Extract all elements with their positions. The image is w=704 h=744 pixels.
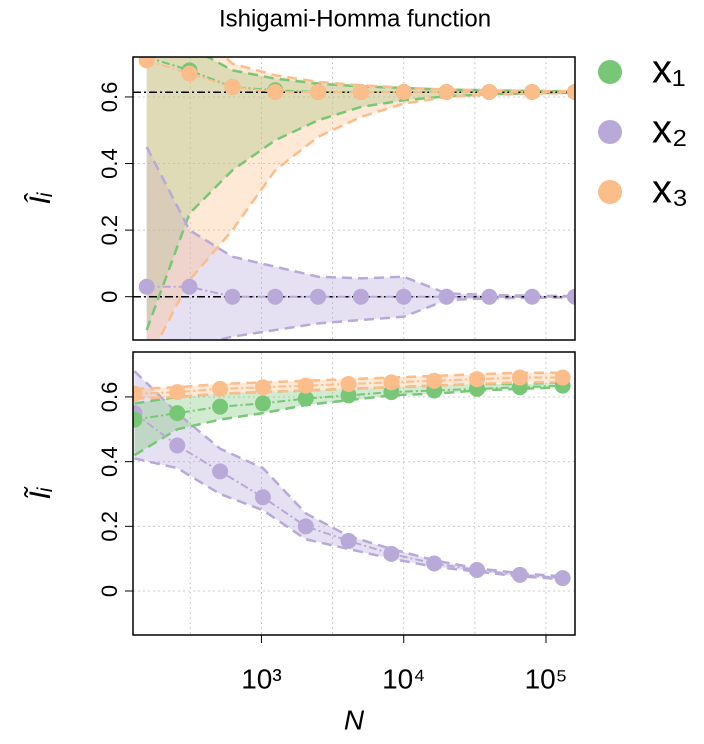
point bbox=[383, 374, 400, 391]
point bbox=[426, 555, 443, 572]
point bbox=[138, 57, 155, 69]
point bbox=[524, 288, 541, 305]
point bbox=[554, 369, 571, 386]
y-tick-label: 0.4 bbox=[97, 148, 122, 179]
confidence-band bbox=[146, 57, 575, 340]
point bbox=[511, 566, 528, 583]
point bbox=[212, 380, 229, 397]
point bbox=[352, 288, 369, 305]
legend-label: x₂ bbox=[652, 108, 688, 152]
point bbox=[254, 489, 271, 506]
point bbox=[133, 411, 143, 428]
point bbox=[511, 369, 528, 386]
point bbox=[426, 372, 443, 389]
point bbox=[138, 278, 155, 295]
point bbox=[224, 78, 241, 95]
point bbox=[481, 288, 498, 305]
y-tick-label: 0.2 bbox=[97, 215, 122, 246]
point bbox=[212, 463, 229, 480]
legend-label: x₃ bbox=[652, 168, 688, 212]
y-tick-label: 0 bbox=[97, 585, 122, 597]
y-tick-label: 0.4 bbox=[97, 446, 122, 477]
y-tick-label: 0.6 bbox=[97, 382, 122, 413]
y-tick-label: 0.6 bbox=[97, 82, 122, 113]
x-axis-label: N bbox=[344, 704, 365, 735]
point bbox=[297, 518, 314, 535]
panel-frame bbox=[132, 351, 576, 636]
point bbox=[224, 288, 241, 305]
point bbox=[254, 395, 271, 412]
plot-area bbox=[133, 57, 575, 340]
legend-marker bbox=[598, 60, 622, 84]
point bbox=[524, 83, 541, 100]
series-line bbox=[133, 412, 563, 580]
y-axis-label: Îᵢ bbox=[24, 191, 57, 204]
legend-label: x₁ bbox=[652, 48, 686, 92]
panel-frame bbox=[132, 56, 576, 341]
point bbox=[267, 83, 284, 100]
point bbox=[297, 390, 314, 407]
y-axis-label: Ĩᵢ bbox=[23, 486, 57, 500]
point bbox=[469, 561, 486, 578]
chart-title: Ishigami-Homma function bbox=[219, 5, 491, 32]
legend-marker bbox=[598, 180, 622, 204]
x-tick-label: 10³ bbox=[241, 663, 281, 694]
point bbox=[212, 398, 229, 415]
point bbox=[310, 83, 327, 100]
point bbox=[254, 379, 271, 396]
band-edge bbox=[157, 91, 575, 340]
point bbox=[481, 83, 498, 100]
y-tick-label: 0 bbox=[97, 291, 122, 303]
point bbox=[352, 83, 369, 100]
point bbox=[340, 376, 357, 393]
point bbox=[395, 288, 412, 305]
confidence-band bbox=[134, 382, 563, 456]
point bbox=[169, 384, 186, 401]
point bbox=[340, 387, 357, 404]
point bbox=[181, 65, 198, 82]
point bbox=[438, 288, 455, 305]
point bbox=[383, 545, 400, 562]
point bbox=[169, 437, 186, 454]
point bbox=[554, 570, 571, 587]
point bbox=[340, 532, 357, 549]
point bbox=[267, 288, 284, 305]
band-edge bbox=[145, 146, 575, 298]
point bbox=[169, 405, 186, 422]
point bbox=[310, 288, 327, 305]
point bbox=[567, 83, 575, 100]
confidence-band bbox=[146, 57, 575, 331]
x-tick-label: 10⁴ bbox=[382, 663, 425, 694]
confidence-band bbox=[146, 146, 575, 340]
plot-area bbox=[133, 369, 571, 587]
legend-marker bbox=[598, 120, 622, 144]
band-edge bbox=[145, 91, 575, 331]
y-tick-label: 0.2 bbox=[97, 511, 122, 542]
point bbox=[469, 371, 486, 388]
band-edge bbox=[223, 57, 575, 93]
point bbox=[181, 278, 198, 295]
point bbox=[395, 83, 412, 100]
point bbox=[438, 83, 455, 100]
x-tick-label: 10⁵ bbox=[525, 663, 568, 694]
point bbox=[567, 288, 575, 305]
point bbox=[133, 385, 143, 402]
point bbox=[297, 377, 314, 394]
